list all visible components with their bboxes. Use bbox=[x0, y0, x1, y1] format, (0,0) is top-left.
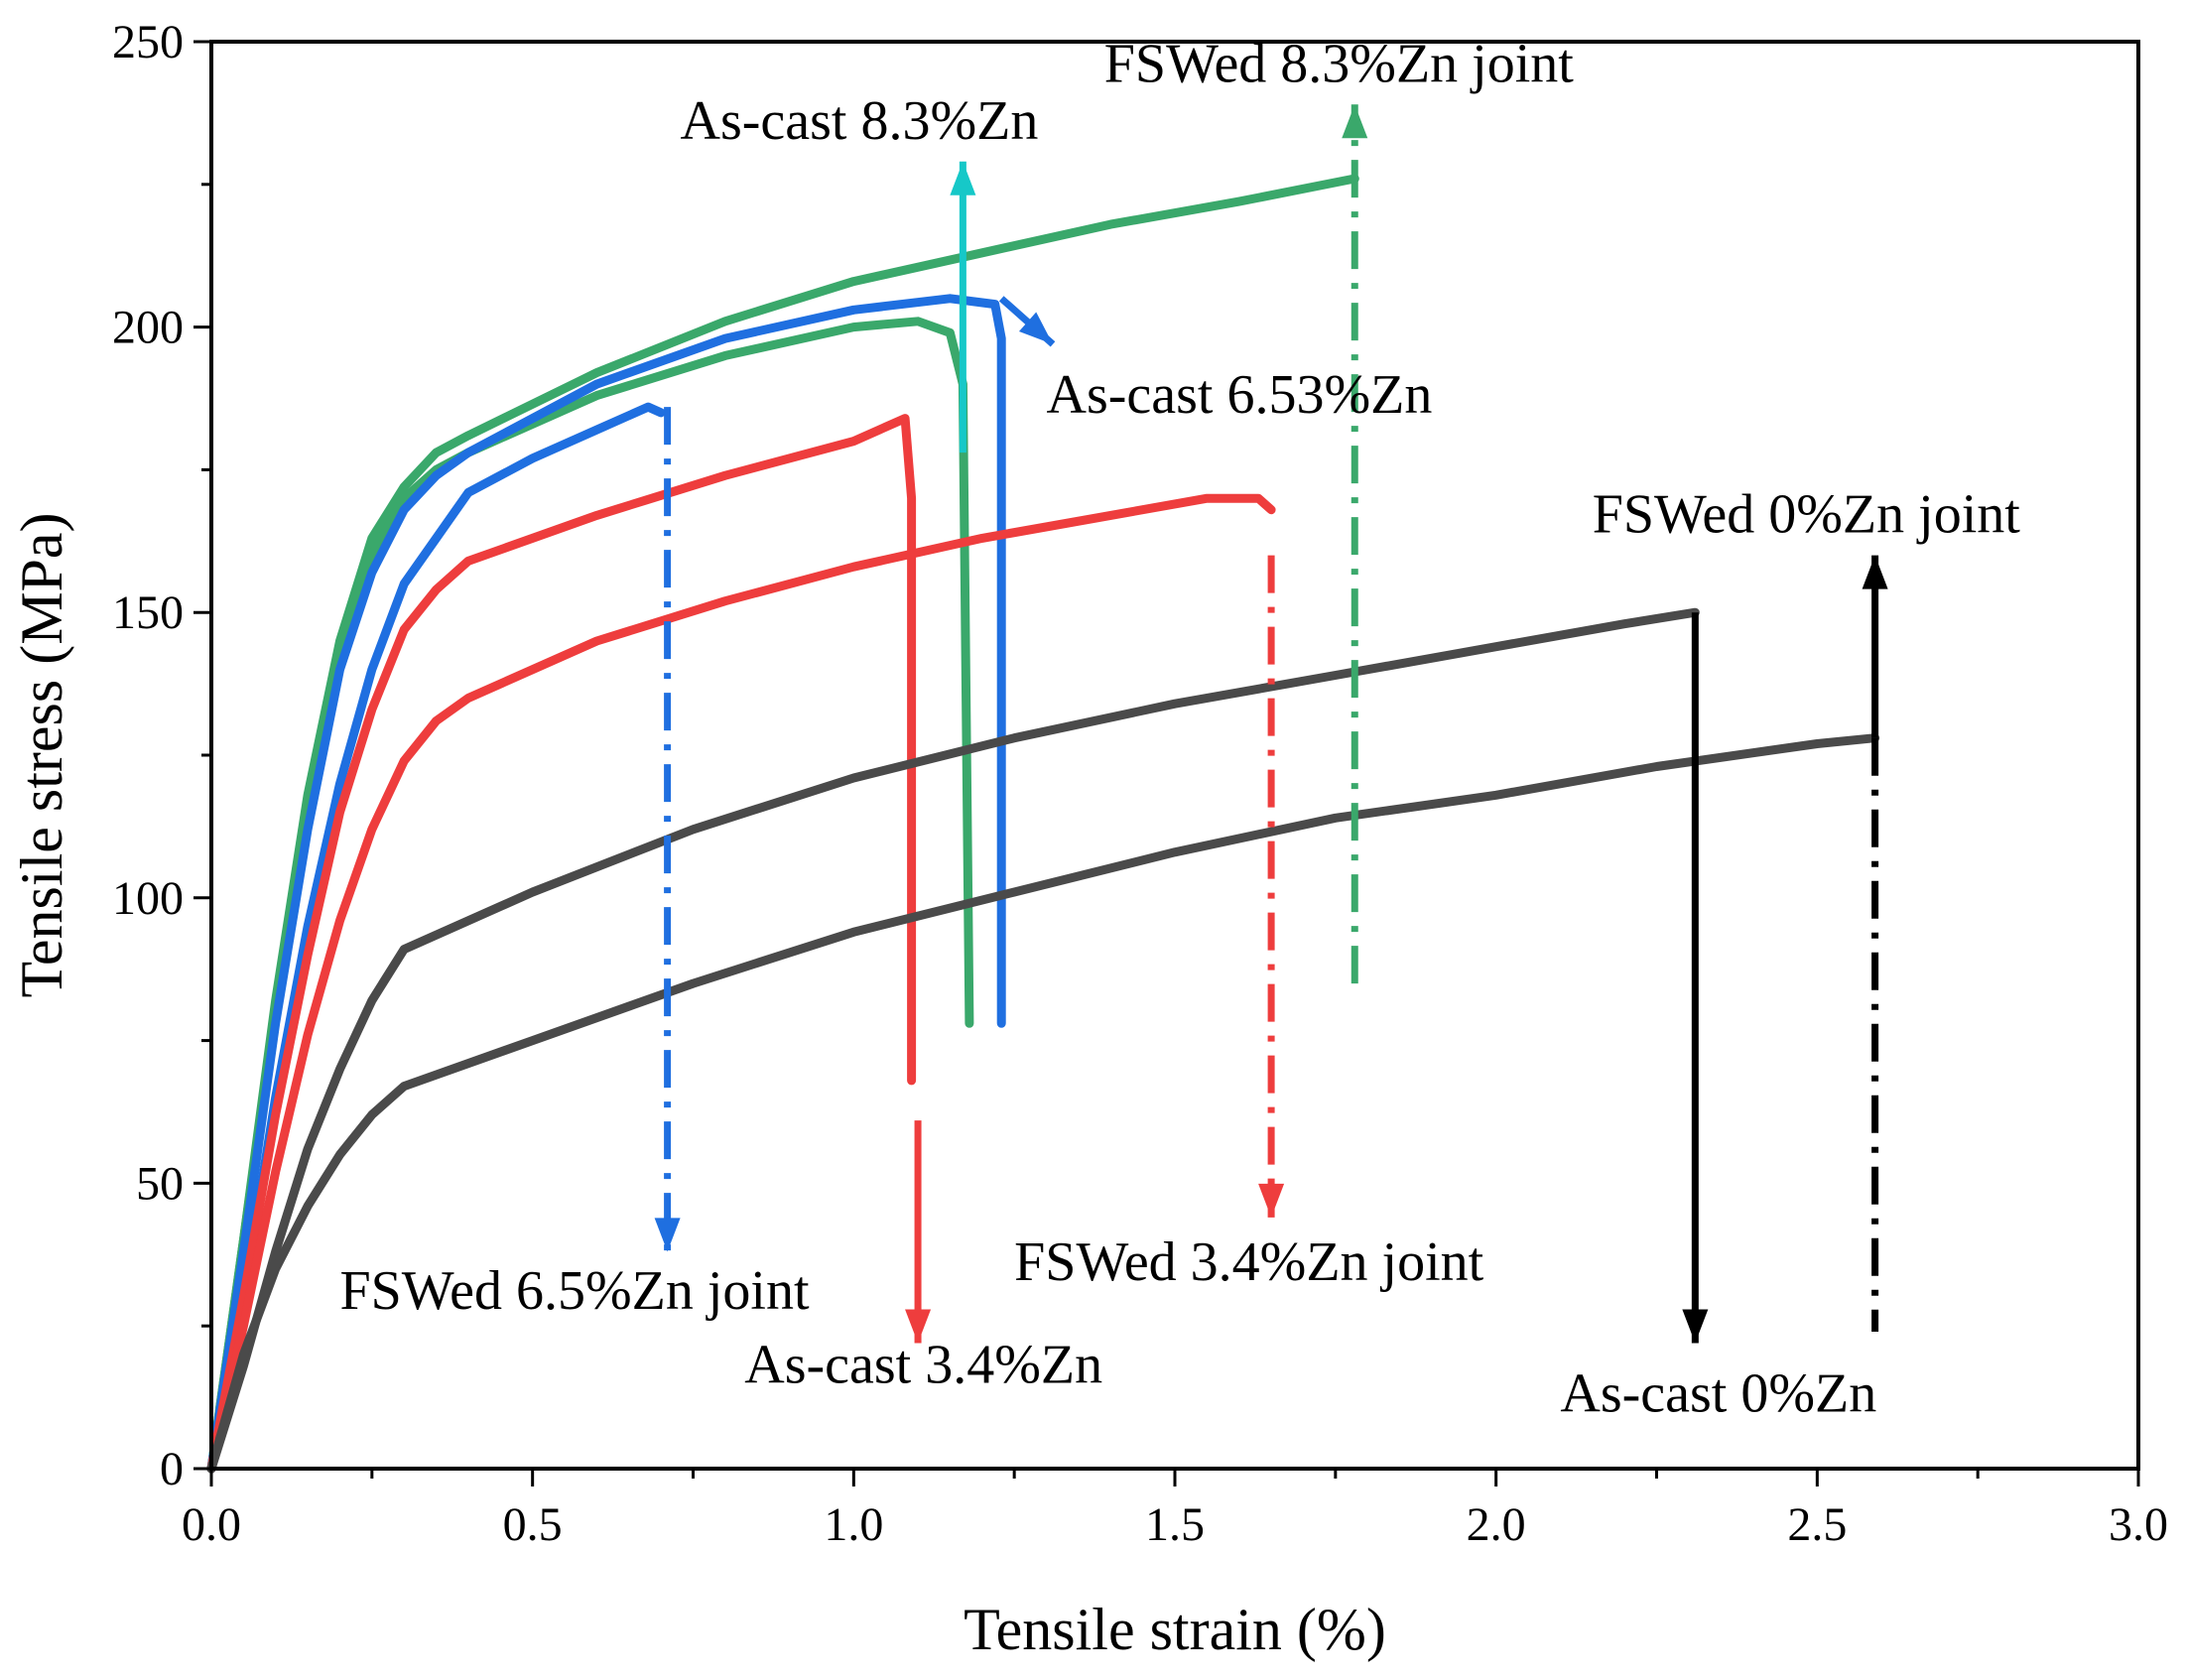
annotation-arrowhead-6 bbox=[905, 1309, 932, 1344]
x-tick-label: 1.0 bbox=[824, 1498, 883, 1551]
annotation-label-5: FSWed 6.5%Zn joint bbox=[339, 1260, 809, 1322]
x-tick-label: 2.0 bbox=[1467, 1498, 1526, 1551]
x-tick-label: 2.5 bbox=[1787, 1498, 1847, 1551]
x-tick-label: 0.0 bbox=[182, 1498, 241, 1551]
x-tick-label: 3.0 bbox=[2109, 1498, 2168, 1551]
y-tick-label: 250 bbox=[112, 16, 184, 68]
series-line-8 bbox=[206, 733, 1880, 1474]
annotation-label-8: As-cast 0%Zn bbox=[1560, 1362, 1876, 1424]
series-line-3 bbox=[206, 294, 1006, 1474]
x-axis-ticks: 0.0 0.5 1.0 1.5 2.0 2.5 3.0 bbox=[182, 1469, 2168, 1551]
y-tick-label: 200 bbox=[112, 302, 184, 354]
y-tick-label: 150 bbox=[112, 586, 184, 639]
y-axis-title: Tensile stress (MPa) bbox=[9, 512, 74, 997]
x-tick-label: 0.5 bbox=[503, 1498, 563, 1551]
annotation-label-3: As-cast 6.53%Zn bbox=[1047, 364, 1433, 426]
series-line-7 bbox=[206, 607, 1700, 1474]
annotation-label-2: As-cast 8.3%Zn bbox=[681, 90, 1039, 152]
annotation-arrowhead-8 bbox=[1682, 1309, 1709, 1344]
annotation-arrowhead-5 bbox=[654, 1218, 681, 1252]
annotation-label-7: FSWed 3.4%Zn joint bbox=[1014, 1231, 1483, 1293]
series-line-5 bbox=[206, 414, 917, 1474]
x-axis-title: Tensile strain (%) bbox=[964, 1597, 1386, 1662]
y-tick-label: 0 bbox=[160, 1443, 184, 1495]
annotation-layer: FSWed 8.3%Zn joint As-cast 8.3%Zn As-cast … bbox=[339, 33, 2020, 1424]
y-axis-ticks: 0 50 100 150 200 250 bbox=[112, 16, 211, 1495]
y-tick-label: 50 bbox=[136, 1157, 184, 1210]
annotation-label-1: FSWed 8.3%Zn joint bbox=[1104, 33, 1574, 94]
annotation-arrowhead-7 bbox=[1258, 1183, 1285, 1218]
annotation-arrowhead-2 bbox=[950, 161, 976, 195]
annotation-arrowhead-3 bbox=[1018, 312, 1054, 344]
annotation-label-6: As-cast 3.4%Zn bbox=[744, 1335, 1102, 1396]
annotation-label-4: FSWed 0%Zn joint bbox=[1593, 484, 2020, 546]
series-line-6 bbox=[206, 493, 1276, 1474]
axes-layer: 0.0 0.5 1.0 1.5 2.0 2.5 3.0 0 50 100 150 200 250 Te… bbox=[9, 16, 2168, 1662]
annotation-arrowhead-4 bbox=[1862, 555, 1888, 589]
plot-layer bbox=[206, 174, 1880, 1474]
x-tick-label: 1.5 bbox=[1145, 1498, 1205, 1551]
annotation-arrowhead-1 bbox=[1342, 104, 1368, 139]
y-tick-label: 100 bbox=[112, 872, 184, 925]
